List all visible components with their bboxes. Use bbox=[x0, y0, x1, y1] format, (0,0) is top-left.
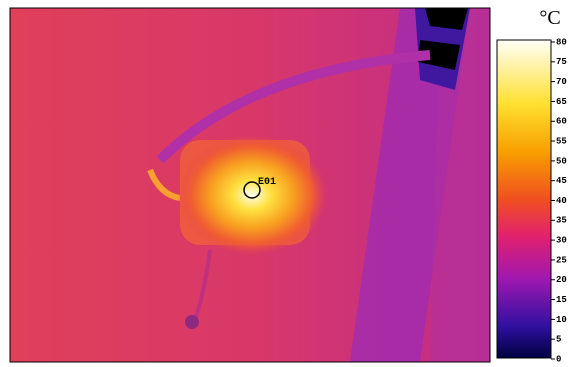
marker-label: E01 bbox=[258, 177, 276, 188]
tick-label: 35 bbox=[556, 216, 567, 226]
tick-label: 20 bbox=[556, 275, 567, 285]
tick-label: 30 bbox=[556, 236, 567, 246]
colorbar-unit: °C bbox=[539, 7, 560, 29]
tick-label: 70 bbox=[556, 77, 567, 87]
tick-label: 10 bbox=[556, 315, 567, 325]
colorbar bbox=[497, 40, 551, 358]
tick-label: 80 bbox=[556, 37, 567, 47]
tick-label: 25 bbox=[556, 255, 567, 265]
tick-label: 45 bbox=[556, 176, 567, 186]
tick-label: 0 bbox=[556, 354, 561, 364]
thermal-screenshot: E01 °C 0 5 10 15 20 25 30 35 40 45 50 55 60 65 70 75 80 bbox=[0, 0, 576, 367]
tick-label: 75 bbox=[556, 57, 567, 67]
tick-label: 50 bbox=[556, 156, 567, 166]
tick-label: 65 bbox=[556, 97, 567, 107]
tick-label: 40 bbox=[556, 196, 567, 206]
tick-label: 5 bbox=[556, 335, 561, 345]
tick-label: 60 bbox=[556, 117, 567, 127]
thermal-image: E01 bbox=[10, 8, 490, 362]
tick-label: 55 bbox=[556, 136, 567, 146]
colorbar-ticks: 0 5 10 15 20 25 30 35 40 45 50 55 60 65 70 75 80 bbox=[551, 37, 567, 364]
tick-label: 15 bbox=[556, 295, 567, 305]
